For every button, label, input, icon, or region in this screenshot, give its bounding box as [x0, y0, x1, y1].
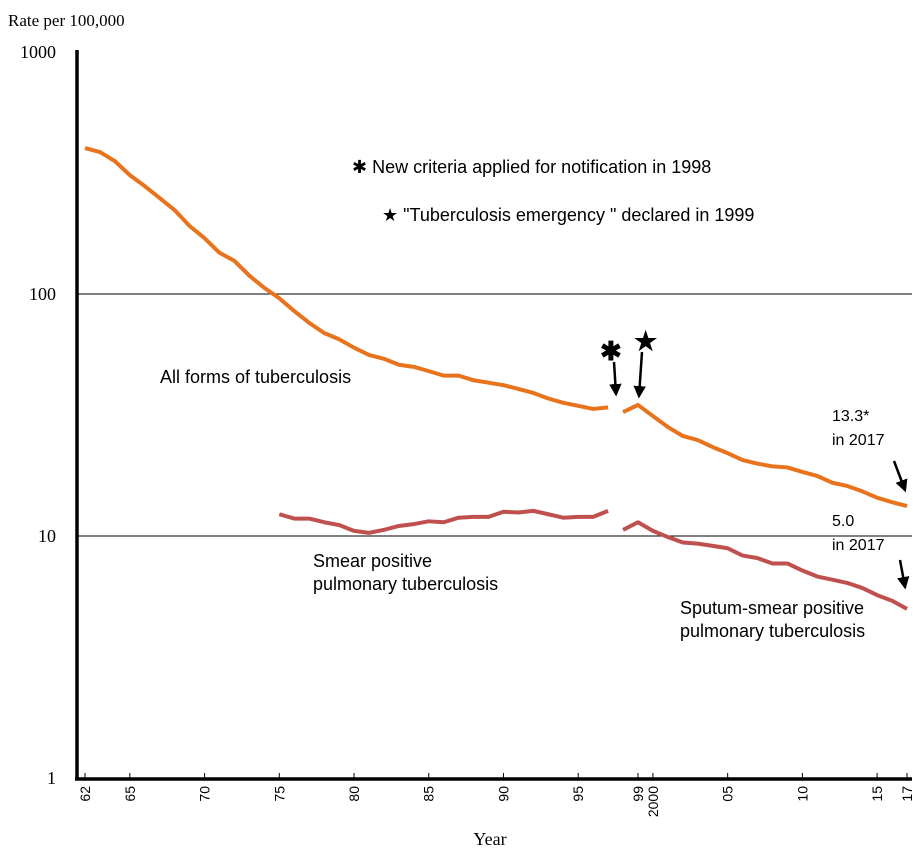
series-line: [278, 508, 609, 535]
x-axis-label: Year: [473, 829, 506, 849]
x-tick-label: 75: [271, 786, 287, 802]
x-tick-label: 62: [77, 786, 93, 802]
arrow: [633, 351, 646, 399]
series-line: [84, 146, 609, 411]
arrow: [609, 361, 622, 397]
series-label: Sputum-smear positive pulmonary tubercul…: [680, 598, 866, 641]
x-tick-label: 65: [122, 786, 138, 802]
y-tick-label: 100: [29, 284, 56, 304]
series-label: Smear positive pulmonary tuberculosis: [313, 551, 499, 594]
x-tick-label: 85: [421, 786, 437, 802]
y-axis-label: Rate per 100,000: [8, 11, 125, 30]
x-tick-label: 2000: [645, 786, 661, 817]
y-tick-label: 1000: [20, 42, 56, 62]
annotation: ★ "Tuberculosis emergency " declared in …: [382, 205, 755, 225]
y-tick-label: 1: [47, 768, 56, 788]
x-tick-label: 05: [720, 786, 736, 802]
x-tick-label: 10: [794, 786, 810, 802]
y-tick-label: 10: [38, 526, 56, 546]
series-line: [622, 402, 908, 508]
x-tick-label: 70: [197, 786, 213, 802]
annotation: ✱ New criteria applied for notification …: [352, 157, 712, 177]
annotation-marker: ✱: [600, 336, 622, 366]
x-tick-label: 15: [869, 786, 885, 802]
x-tick-label: 99: [630, 786, 646, 802]
value-annotation: 13.3* in 2017: [832, 408, 885, 449]
series-label: All forms of tuberculosis: [160, 367, 352, 387]
x-tick-label: 80: [346, 786, 362, 802]
arrow: [892, 460, 908, 493]
x-tick-label: 95: [570, 786, 586, 802]
arrow: [897, 559, 910, 590]
lines: [84, 146, 908, 611]
annotation-marker: ★: [634, 326, 658, 356]
series-line: [622, 520, 908, 611]
x-tick-label: 90: [495, 786, 511, 802]
x-tick-label: 17: [899, 786, 913, 802]
grid: [77, 293, 912, 778]
value-annotation: 5.0 in 2017: [832, 513, 885, 554]
